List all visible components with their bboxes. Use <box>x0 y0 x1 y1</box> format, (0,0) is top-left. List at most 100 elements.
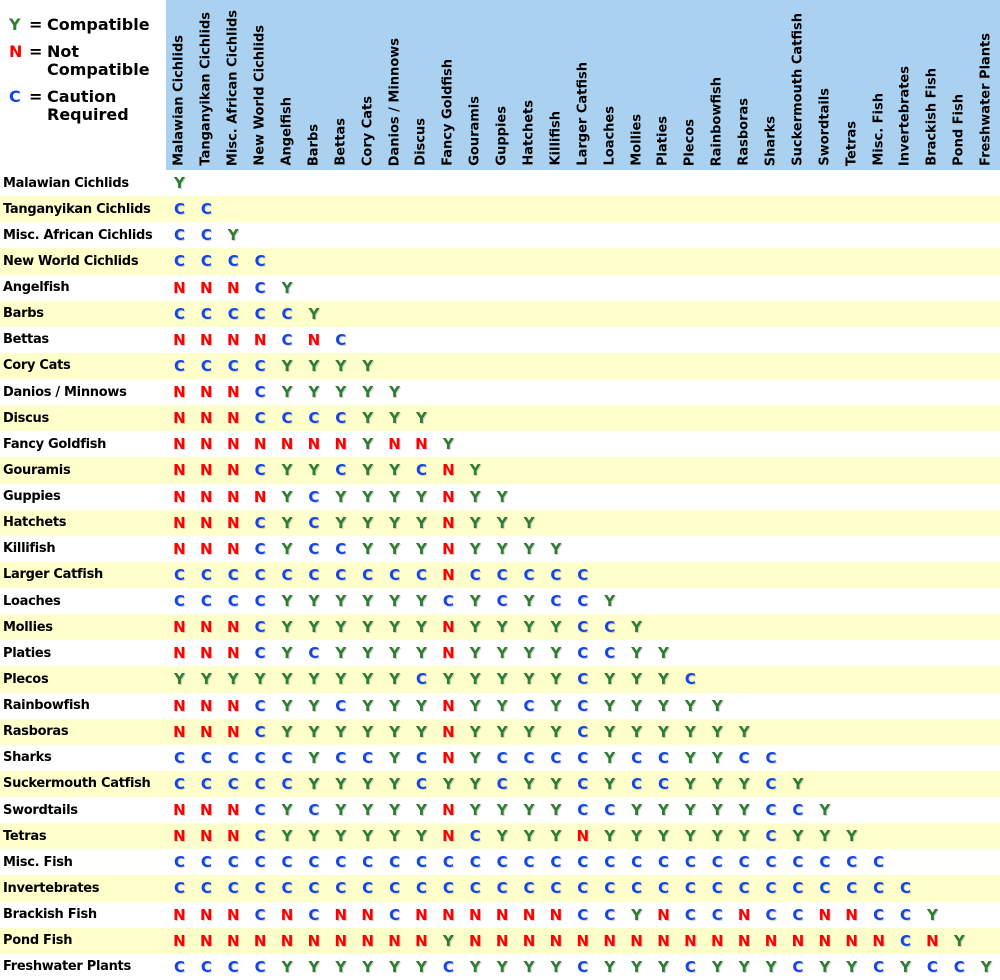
matrix-cell: C <box>173 592 185 611</box>
matrix-cell: C <box>200 957 212 976</box>
matrix-cell: N <box>226 461 240 480</box>
matrix-cell: Y <box>496 957 508 976</box>
matrix-cell: C <box>281 748 293 767</box>
matrix-cell: C <box>657 748 669 767</box>
matrix-cell: N <box>764 931 778 950</box>
legend-item-caution: C = Caution Required <box>9 87 166 124</box>
matrix-cell: C <box>631 774 643 793</box>
matrix-cell: Y <box>469 539 481 558</box>
matrix-cell: N <box>226 905 240 924</box>
matrix-cell: Y <box>658 957 669 976</box>
matrix-cell: C <box>873 853 885 872</box>
matrix-cell: Y <box>335 670 347 689</box>
matrix-cell: Y <box>389 618 400 637</box>
matrix-cell: Y <box>335 592 347 611</box>
matrix-cell: N <box>173 409 186 428</box>
column-header: Brackish Fish <box>919 0 946 170</box>
matrix-cell: Y <box>469 957 481 976</box>
matrix-cell: N <box>173 278 186 297</box>
matrix-cell: C <box>415 853 427 872</box>
matrix-cell: Y <box>442 435 454 454</box>
row-label: Killifish <box>3 541 56 557</box>
matrix-cell: N <box>468 931 482 950</box>
matrix-cell: Y <box>362 670 374 689</box>
matrix-cell: N <box>200 801 213 820</box>
matrix-cell: Y <box>658 696 669 715</box>
matrix-cell: Y <box>523 618 535 637</box>
matrix-cell: N <box>226 644 240 663</box>
matrix-cell: C <box>846 879 858 898</box>
matrix-cell: N <box>280 435 294 454</box>
matrix-cell: C <box>173 748 185 767</box>
matrix-cell: N <box>226 722 240 741</box>
matrix-cell: C <box>684 853 696 872</box>
matrix-cell: Y <box>550 801 562 820</box>
matrix-cell: C <box>308 801 320 820</box>
row-cells: Y <box>166 174 193 192</box>
column-header-label: Suckermouth Catfish <box>790 13 806 166</box>
matrix-cell: Y <box>523 722 535 741</box>
matrix-cell: C <box>415 774 427 793</box>
matrix-cell: N <box>226 618 240 637</box>
matrix-cell: N <box>173 383 186 402</box>
matrix-cell: C <box>765 801 777 820</box>
matrix-cell: N <box>415 435 428 454</box>
matrix-cell: N <box>442 644 455 663</box>
matrix-cell: Y <box>496 513 508 532</box>
matrix-cell: C <box>765 853 777 872</box>
column-header: Gouramis <box>462 0 489 170</box>
matrix-cell: Y <box>174 670 185 689</box>
matrix-cell: N <box>442 461 455 480</box>
matrix-cell: Y <box>980 957 992 976</box>
row-label: Barbs <box>3 306 44 322</box>
column-header: Cory Cats <box>354 0 381 170</box>
table-row: Plecos Y Y Y Y Y Y Y Y Y C Y Y Y Y Y C Y Y Y C <box>0 666 1000 693</box>
matrix-cell: C <box>200 565 212 584</box>
matrix-cell: Y <box>846 957 858 976</box>
matrix-cell: N <box>253 487 267 506</box>
matrix-cell: Y <box>631 696 643 715</box>
matrix-cell: Y <box>335 722 347 741</box>
matrix-cell: Y <box>523 801 535 820</box>
matrix-cell: N <box>334 905 348 924</box>
matrix-cell: Y <box>362 513 374 532</box>
matrix-cell: C <box>496 565 508 584</box>
column-header-label: Gouramis <box>467 96 483 166</box>
matrix-cell: C <box>281 774 293 793</box>
matrix-cell: N <box>442 905 455 924</box>
row-label: Invertebrates <box>3 880 100 896</box>
column-header-label: Discus <box>413 118 429 166</box>
column-header: Malawian Cichlids <box>166 0 193 170</box>
matrix-cell: Y <box>711 722 723 741</box>
matrix-cell: C <box>173 774 185 793</box>
matrix-cell: N <box>173 513 186 532</box>
matrix-cell: N <box>442 722 455 741</box>
column-header: Suckermouth Catfish <box>784 0 811 170</box>
matrix-cell: C <box>227 356 239 375</box>
matrix-cell: C <box>684 670 696 689</box>
matrix-cell: C <box>496 748 508 767</box>
column-header-label: Invertebrates <box>897 65 913 166</box>
matrix-cell: Y <box>389 644 400 663</box>
matrix-cell: C <box>631 853 643 872</box>
column-header: Loaches <box>596 0 623 170</box>
matrix-cell: C <box>308 409 320 428</box>
matrix-cell: C <box>173 356 185 375</box>
matrix-cell: Y <box>389 801 400 820</box>
matrix-cell: C <box>765 774 777 793</box>
matrix-cell: Y <box>684 774 696 793</box>
matrix-cell: Y <box>389 409 400 428</box>
matrix-cell: Y <box>550 670 562 689</box>
matrix-cell: Y <box>308 722 320 741</box>
matrix-cell: C <box>550 853 562 872</box>
matrix-cell: Y <box>523 513 535 532</box>
matrix-cell: N <box>173 827 186 846</box>
matrix-cell: N <box>280 905 294 924</box>
matrix-cell: Y <box>738 774 750 793</box>
matrix-cell: N <box>253 435 267 454</box>
